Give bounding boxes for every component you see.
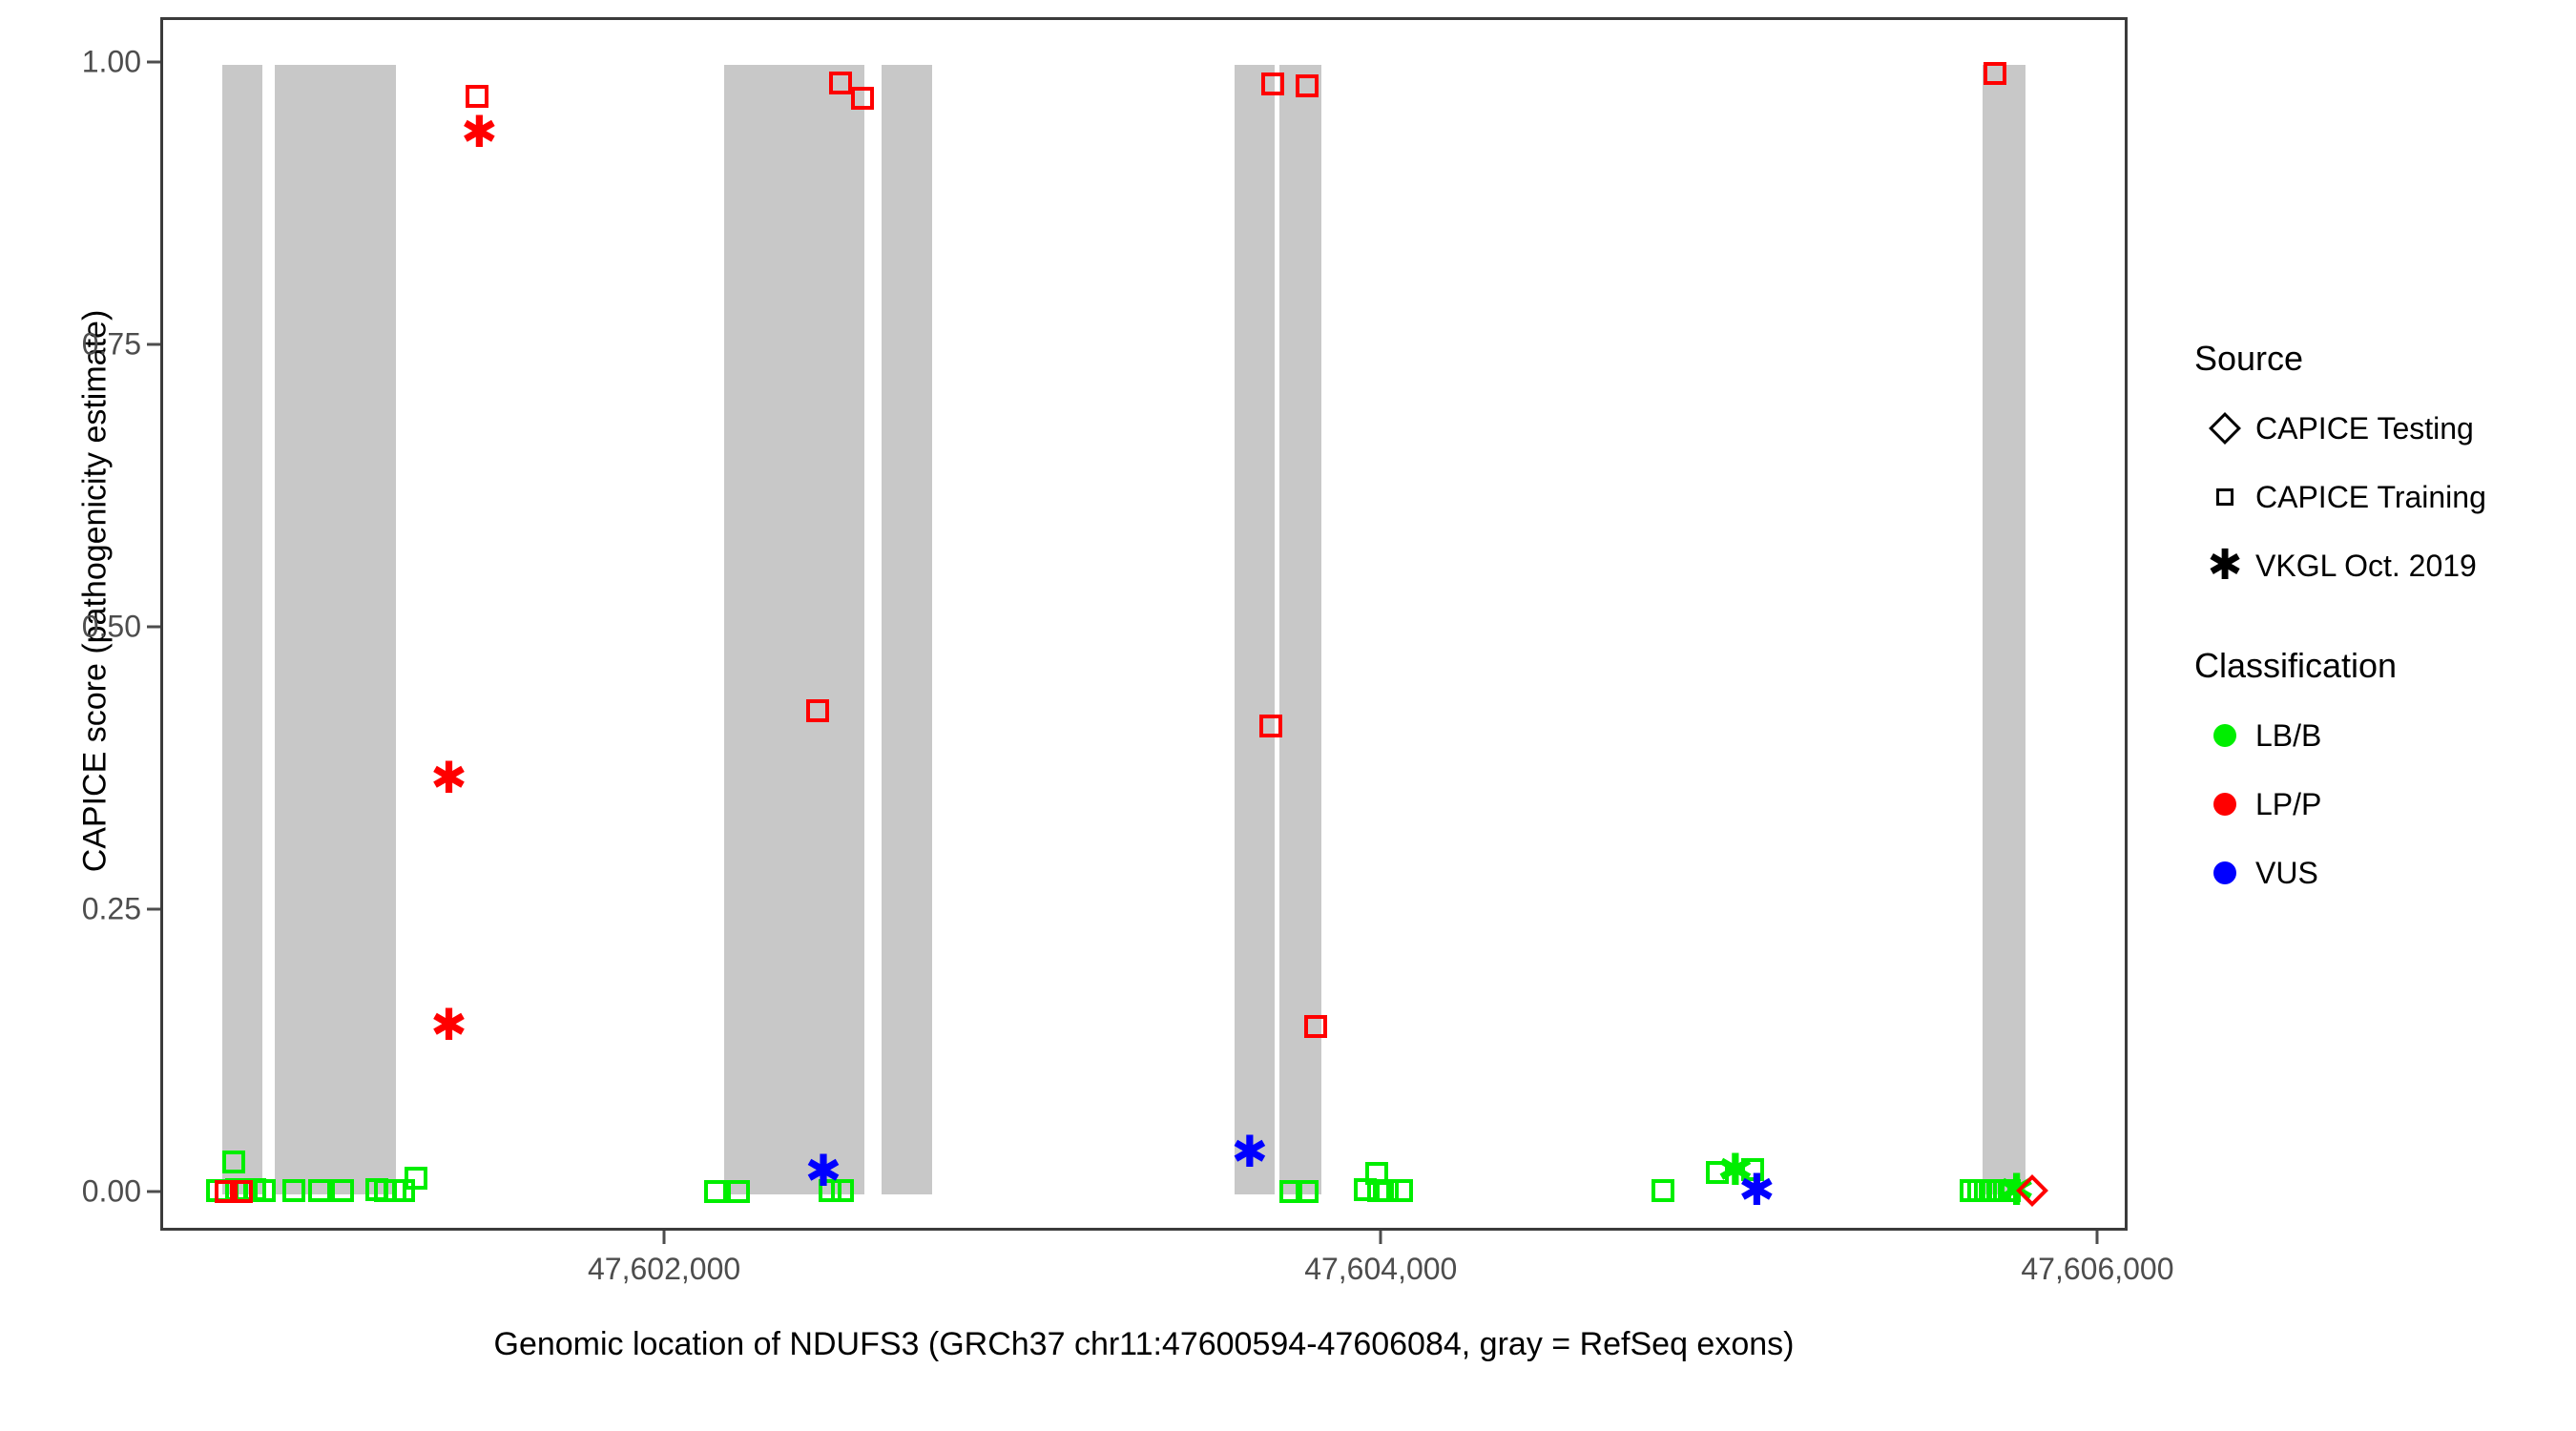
data-point [2016,1174,2055,1213]
data-point [1960,1179,1984,1203]
x-tick-mark [662,1231,666,1244]
data-point [1366,1179,1390,1203]
legend-title-source: Source [2194,339,2304,378]
x-tick-label: 47,602,000 [588,1252,741,1286]
y-tick-label: 0.50 [81,609,141,644]
legend-group-classification: Classification LB/B LP/P VUS [2194,646,2557,907]
y-tick-label: 0.25 [81,891,141,926]
chart-legend: Source CAPICE Testing CAPICE Training ✱ … [2194,339,2557,953]
data-point: ✱ [461,106,498,158]
y-tick-mark [147,342,160,346]
legend-item-capice-training[interactable]: CAPICE Training [2194,463,2557,531]
x-tick-label: 47,604,000 [1304,1252,1458,1286]
y-tick-mark [147,1190,160,1193]
exon-rect [222,65,262,1194]
x-tick-mark [2095,1231,2099,1244]
legend-label-vkgl: VKGL Oct. 2019 [2255,548,2477,583]
x-tick-mark [1379,1231,1382,1244]
data-point [1376,1179,1400,1203]
data-point [703,1180,727,1204]
diamond-icon [2194,398,2255,459]
dot-icon-vus [2194,842,2255,903]
legend-item-lbb[interactable]: LB/B [2194,701,2557,770]
data-point [1652,1179,1675,1203]
y-tick-mark [147,625,160,629]
y-tick-label: 0.75 [81,326,141,362]
data-point [466,85,489,109]
legend-label-vus: VUS [2255,855,2318,890]
y-axis-ticks: 0.00 0.25 0.50 0.75 1.00 [0,0,141,1431]
legend-label-capice-training: CAPICE Training [2255,479,2486,514]
legend-label-lbb: LB/B [2255,717,2322,753]
x-axis-title: Genomic location of NDUFS3 (GRCh37 chr11… [493,1326,1795,1362]
exon-rect [274,65,397,1194]
data-point [1705,1161,1729,1185]
data-point [1364,1162,1388,1186]
dot-icon-lpp [2194,774,2255,835]
legend-item-vkgl[interactable]: ✱ VKGL Oct. 2019 [2194,531,2557,600]
legend-item-lpp[interactable]: LP/P [2194,770,2557,839]
data-point [1390,1179,1414,1203]
data-point: ✱ [1716,1143,1754,1195]
dot-icon-lbb [2194,705,2255,766]
legend-item-vus[interactable]: VUS [2194,839,2557,907]
square-icon [2194,467,2255,528]
y-tick-label: 1.00 [81,44,141,79]
legend-label-lpp: LP/P [2255,786,2322,821]
legend-group-source: Source CAPICE Testing CAPICE Training ✱ … [2194,339,2557,600]
y-tick-mark [147,60,160,64]
exon-rect [1982,65,2025,1194]
data-point [1741,1157,1765,1181]
exon-rect [724,65,864,1194]
asterisk-icon: ✱ [2207,541,2243,590]
plot-panel: ✱ ✱ ✱ ✱ ✱ ✱ ✱ ✱ [160,17,2128,1231]
legend-label-capice-testing: CAPICE Testing [2255,410,2474,446]
legend-title-classification: Classification [2194,646,2398,685]
legend-item-capice-testing[interactable]: CAPICE Testing [2194,394,2557,463]
y-tick-label: 0.00 [81,1173,141,1209]
data-point: ✱ [1738,1163,1776,1215]
data-point [1354,1177,1378,1201]
exon-rect [882,65,933,1194]
data-point: ✱ [430,999,467,1051]
y-tick-mark [147,907,160,911]
x-tick-label: 47,606,000 [2021,1252,2174,1286]
data-point: ✱ [430,751,467,803]
exon-rect [1279,65,1321,1194]
exon-rect [1235,65,1275,1194]
data-point [405,1167,428,1191]
